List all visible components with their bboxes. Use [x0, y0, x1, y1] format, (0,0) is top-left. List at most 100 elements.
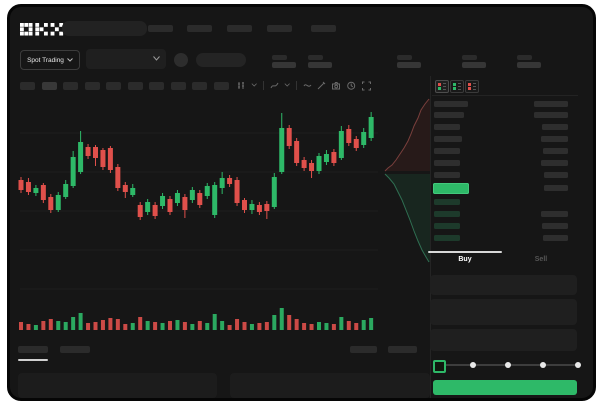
pair-selector-dropdown[interactable] — [86, 49, 166, 69]
timeframe-button-7[interactable] — [149, 82, 164, 90]
volume-bar — [220, 321, 225, 330]
last-price-amount — [544, 185, 568, 191]
okx-logo[interactable] — [20, 23, 64, 36]
amount-slider-handle[interactable] — [433, 360, 446, 373]
book-bids-view-icon[interactable] — [450, 80, 464, 93]
candle-body — [182, 197, 188, 210]
candle-body — [78, 142, 84, 172]
candle-body — [25, 182, 31, 192]
candle-body — [212, 185, 218, 215]
price-chart-canvas[interactable] — [15, 95, 430, 340]
volume-bar — [145, 321, 150, 330]
volume-bar — [56, 321, 61, 330]
chevron-down-icon[interactable] — [284, 81, 292, 91]
timeframe-button-9[interactable] — [192, 82, 207, 90]
book-both-view-icon[interactable] — [435, 80, 449, 93]
orders-filter-1[interactable] — [350, 346, 377, 353]
volume-bar — [324, 323, 329, 330]
nav-item-4[interactable] — [267, 25, 292, 32]
volume-bar — [48, 319, 53, 330]
timeframe-button-3[interactable] — [63, 82, 78, 90]
timeframe-button-6[interactable] — [127, 82, 143, 90]
ask-price — [434, 172, 460, 178]
stat-label-5 — [517, 55, 532, 60]
search-input[interactable] — [62, 21, 147, 36]
candle-body — [160, 196, 166, 206]
volume-bar — [354, 323, 359, 330]
chevron-down-icon — [153, 56, 160, 61]
market-type-dropdown[interactable]: Spot Trading — [20, 50, 80, 70]
candle-body — [152, 205, 158, 216]
ask-amount — [534, 112, 568, 118]
volume-bar — [257, 323, 262, 330]
volume-bar — [19, 322, 23, 330]
stat-value-1 — [272, 62, 296, 68]
timeframe-button-4[interactable] — [84, 82, 100, 90]
candle-body — [55, 195, 61, 210]
candle-body — [85, 147, 91, 156]
slider-stop-100[interactable] — [575, 362, 581, 368]
volume-bar — [242, 322, 247, 330]
ask-amount — [543, 148, 568, 154]
order-field-3[interactable] — [430, 329, 577, 351]
timeframe-button-10[interactable] — [213, 82, 229, 90]
order-field-2[interactable] — [430, 299, 577, 325]
volume-bar — [294, 319, 299, 330]
history-icon[interactable] — [346, 81, 357, 91]
timeframe-button-2[interactable] — [41, 82, 57, 90]
book-asks-view-icon[interactable] — [465, 80, 479, 93]
chevron-down-icon[interactable] — [251, 81, 259, 91]
slider-stop-25[interactable] — [470, 362, 476, 368]
volume-bar — [190, 324, 195, 330]
candle-style-icon[interactable] — [237, 81, 247, 91]
stat-value-4 — [462, 62, 486, 68]
candle-body — [197, 193, 203, 205]
volume-bar — [279, 308, 284, 330]
candle-body — [234, 180, 240, 203]
candle-body — [361, 132, 367, 145]
orders-tab-active[interactable] — [18, 346, 48, 353]
orders-tab-2[interactable] — [60, 346, 90, 353]
nav-item-1[interactable] — [148, 25, 173, 32]
orders-table-panel — [18, 373, 217, 398]
candle-body — [204, 186, 210, 196]
camera-icon[interactable] — [331, 81, 342, 91]
divider — [263, 81, 264, 90]
nav-item-3[interactable] — [227, 25, 252, 32]
candle-body — [323, 154, 329, 162]
slider-stop-75[interactable] — [540, 362, 546, 368]
nav-item-2[interactable] — [187, 25, 212, 32]
volume-bar — [168, 321, 172, 330]
candle-body — [33, 188, 39, 193]
bid-amount — [543, 235, 568, 241]
volume-bar — [205, 323, 210, 330]
depth-bids-area — [385, 174, 430, 262]
candle-body — [338, 131, 344, 158]
candle-body — [256, 205, 262, 212]
candle-body — [70, 157, 76, 186]
order-field-1[interactable] — [430, 275, 577, 295]
last-price-badge[interactable] — [433, 183, 469, 194]
timeframe-button-5[interactable] — [106, 82, 121, 90]
tab-buy[interactable]: Buy — [458, 256, 472, 263]
tab-sell[interactable]: Sell — [534, 256, 548, 263]
timeframe-button-8[interactable] — [170, 82, 186, 90]
timeframe-button-1[interactable] — [20, 82, 35, 90]
draw-icon[interactable] — [317, 81, 327, 91]
stat-value-2 — [308, 62, 332, 68]
candle-body — [316, 156, 322, 171]
stat-label-2 — [308, 55, 323, 60]
volume-bar — [160, 323, 165, 330]
slider-stop-50[interactable] — [505, 362, 511, 368]
candle-body — [174, 193, 180, 203]
candle-body — [271, 177, 277, 207]
fullscreen-icon[interactable] — [361, 81, 372, 91]
bid-amount — [542, 223, 568, 229]
ask-amount — [541, 136, 568, 142]
buy-submit-button[interactable] — [433, 380, 577, 395]
line-style-icon[interactable] — [303, 81, 313, 91]
orders-filter-2[interactable] — [388, 346, 417, 353]
volume-bar — [264, 322, 269, 330]
indicators-icon[interactable] — [270, 81, 280, 91]
nav-item-5[interactable] — [311, 25, 336, 32]
